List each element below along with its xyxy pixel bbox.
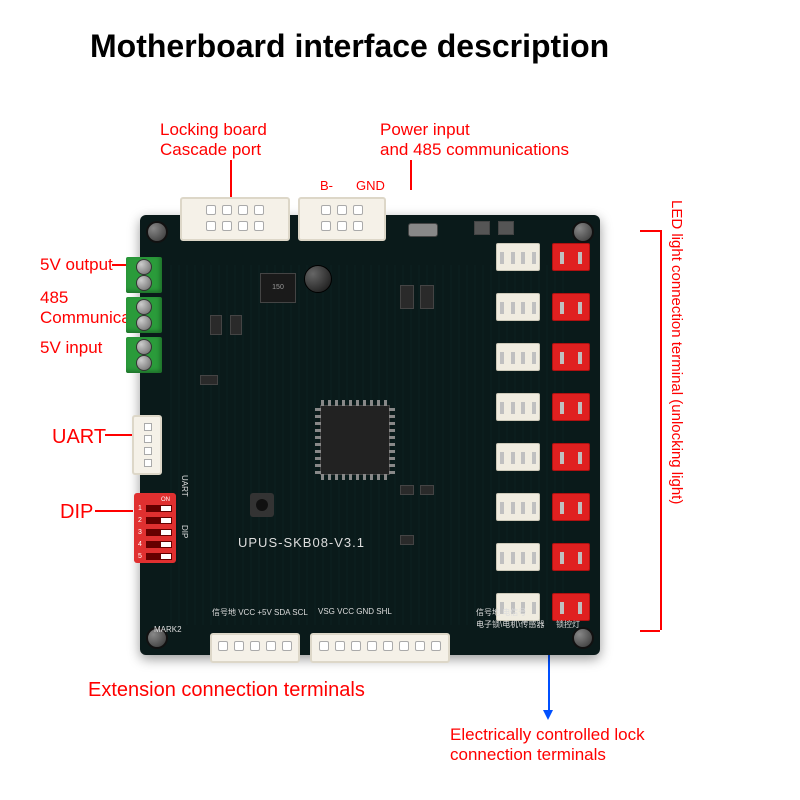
jst-white xyxy=(496,243,540,271)
connector-power-485 xyxy=(298,197,386,241)
connector-ext-1 xyxy=(210,633,300,663)
connector-uart xyxy=(132,415,162,475)
connector-cascade xyxy=(180,197,290,241)
connector-ext-2 xyxy=(310,633,450,663)
regulator-chip: 150 xyxy=(260,273,296,303)
pin-label-gnd: GND xyxy=(356,178,385,193)
terminal-485 xyxy=(126,297,162,333)
jst-white xyxy=(496,293,540,321)
mcu-chip xyxy=(320,405,390,475)
jst-red xyxy=(552,493,590,521)
jst-white xyxy=(496,543,540,571)
jst-red xyxy=(552,443,590,471)
label-extension: Extension connection terminals xyxy=(88,678,365,702)
terminal-5v-out xyxy=(126,257,162,293)
screw-hole xyxy=(572,627,594,649)
jst-white xyxy=(496,393,540,421)
label-led-terminal: LED light connection terminal (unlocking… xyxy=(668,200,685,504)
jst-red xyxy=(552,393,590,421)
jst-white xyxy=(496,343,540,371)
label-locking-board: Locking board Cascade port xyxy=(160,120,267,161)
jst-red xyxy=(552,343,590,371)
reset-button xyxy=(250,493,274,517)
label-dip: DIP xyxy=(60,500,93,524)
slide-switch xyxy=(408,223,438,237)
tact-button xyxy=(474,221,490,235)
jst-red xyxy=(552,593,590,621)
jst-red xyxy=(552,243,590,271)
pin-label-b-minus: B- xyxy=(320,178,333,193)
label-uart: UART xyxy=(52,425,106,449)
screw-hole xyxy=(146,221,168,243)
dip-switch: ON 1 2 3 4 5 xyxy=(134,493,176,563)
capacitor xyxy=(304,265,332,293)
page-title: Motherboard interface description xyxy=(90,28,609,65)
silk-model: UPUS-SKB08-V3.1 xyxy=(238,535,365,550)
pcb-board: ON 1 2 3 4 5 150 UPUS-SKB08-V3.1 MARK2 xyxy=(140,215,600,655)
tact-button xyxy=(498,221,514,235)
jst-red xyxy=(552,293,590,321)
silk-mark: MARK2 xyxy=(154,625,182,634)
jst-red xyxy=(552,543,590,571)
label-5v-out: 5V output xyxy=(40,255,113,275)
terminal-5v-in xyxy=(126,337,162,373)
label-lock-terminal: Electrically controlled lock connection … xyxy=(450,725,645,766)
jst-white xyxy=(496,443,540,471)
label-5v-in: 5V input xyxy=(40,338,102,358)
jst-white xyxy=(496,493,540,521)
label-power-input: Power input and 485 communications xyxy=(380,120,569,161)
screw-hole xyxy=(572,221,594,243)
